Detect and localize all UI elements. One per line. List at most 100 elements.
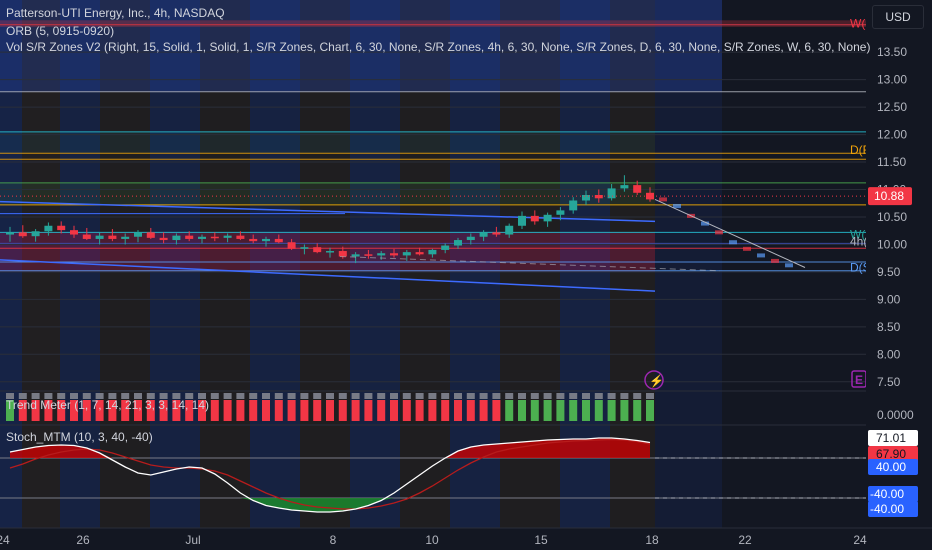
trend-meter-cap-41 <box>530 393 539 399</box>
weekly-res-zone <box>0 20 866 27</box>
trend-meter-bar-34 <box>441 400 450 421</box>
price-tick-5: 11.50 <box>877 155 906 169</box>
trend-meter-bar-2 <box>31 400 40 421</box>
projection-candle-7 <box>757 253 765 258</box>
trend-meter-bar-39 <box>505 400 514 421</box>
trend-meter-bar-11 <box>146 400 155 421</box>
candle-body-49 <box>633 185 642 193</box>
last-price-text: 10.88 <box>874 189 904 203</box>
trend-meter-cap-6 <box>82 393 91 399</box>
price-tick-7: 10.50 <box>877 210 907 224</box>
trend-meter-bar-37 <box>479 400 488 421</box>
trend-meter-cap-4 <box>57 393 66 399</box>
stoch-mtm-label[interactable]: Stoch_MTM (10, 3, 40, -40) <box>6 430 153 444</box>
candle-body-35 <box>454 240 462 246</box>
stoch-badge-text-4: -40.00 <box>870 502 904 516</box>
trend-meter-label[interactable]: Trend Meter (1, 7, 14, 21, 3, 3, 14, 14) <box>6 398 209 412</box>
stoch-badge-text-3: -40.00 <box>870 487 904 501</box>
trend-meter-cap-9 <box>121 393 130 399</box>
stoch-badge-1 <box>868 446 918 462</box>
currency-button[interactable]: USD <box>872 5 924 29</box>
candle-body-44 <box>569 200 578 211</box>
candle-body-20 <box>262 238 270 242</box>
projection-candle-3 <box>701 221 709 226</box>
trend-meter-cap-42 <box>543 393 552 399</box>
candle-body-40 <box>518 215 526 226</box>
candle-body-45 <box>582 195 590 201</box>
trend-meter-cap-17 <box>223 393 232 399</box>
candle-body-48 <box>620 185 629 189</box>
trend-meter-bar-14 <box>185 400 194 421</box>
trend-meter-cap-47 <box>607 393 616 399</box>
candle-body-11 <box>146 232 155 238</box>
stoch-oversold-fill <box>10 498 650 512</box>
candle-body-10 <box>134 232 142 237</box>
trend-meter-bar-29 <box>377 400 386 421</box>
candle-body-36 <box>466 236 475 241</box>
candle-body-5 <box>70 230 78 235</box>
trend-meter-cap-39 <box>505 393 514 399</box>
trend-meter-bar-48 <box>620 400 629 421</box>
trend-meter-cap-8 <box>108 393 117 399</box>
trend-meter-bar-28 <box>364 400 373 421</box>
time-tick-6: 18 <box>645 533 659 547</box>
price-tick-11: 8.50 <box>877 320 901 334</box>
candle-body-1 <box>18 232 27 237</box>
trend-meter-cap-28 <box>364 393 373 399</box>
trend-meter-bar-32 <box>415 400 424 421</box>
candle-body-0 <box>6 232 14 235</box>
price-tick-12: 8.00 <box>877 347 901 361</box>
trend-meter-cap-11 <box>146 393 155 399</box>
chart-title: Patterson-UTI Energy, Inc., 4h, NASDAQ <box>6 6 225 20</box>
session-band-0 <box>0 0 22 550</box>
trend-meter-bar-4 <box>57 400 66 421</box>
candle-body-38 <box>492 232 501 235</box>
vol-sr-indicator-label[interactable]: Vol S/R Zones V2 (Right, 15, Solid, 1, S… <box>6 40 871 54</box>
time-tick-7: 22 <box>738 533 752 547</box>
trend-meter-bar-24 <box>313 400 322 421</box>
trend-meter-bar-5 <box>70 400 78 421</box>
trend-meter-bar-50 <box>646 400 654 421</box>
stoch-badge-3 <box>868 486 918 502</box>
trend-meter-cap-22 <box>287 393 296 399</box>
trend-meter-cap-3 <box>44 393 53 399</box>
trend-meter-bar-45 <box>582 400 590 421</box>
trend-meter-bar-12 <box>159 400 168 421</box>
projection-candle-8 <box>771 258 779 263</box>
candle-body-47 <box>607 188 616 199</box>
trend-meter-bar-26 <box>338 400 347 421</box>
trend-meter-cap-7 <box>95 393 104 399</box>
earnings-event-glyph: E <box>855 373 863 387</box>
price-tick-10: 9.00 <box>877 292 901 306</box>
candle-body-14 <box>185 235 194 239</box>
candle-body-18 <box>236 235 245 239</box>
trend-meter-cap-12 <box>159 393 168 399</box>
trend-meter-bar-21 <box>274 400 283 421</box>
trend-meter-bar-19 <box>249 400 258 421</box>
trend-meter-cap-20 <box>262 393 270 399</box>
trend-meter-bar-49 <box>633 400 642 421</box>
trend-meter-bar-40 <box>518 400 526 421</box>
trend-meter-cap-30 <box>390 393 398 399</box>
candle-body-34 <box>441 245 450 250</box>
stoch-d-line <box>9 438 651 510</box>
trend-meter-bar-27 <box>351 400 360 421</box>
trend-meter-bar-25 <box>326 400 334 421</box>
trend-meter-cap-1 <box>18 393 27 399</box>
trend-meter-cap-40 <box>518 393 526 399</box>
candle-body-17 <box>223 235 232 238</box>
candle-body-29 <box>377 253 386 256</box>
trend-meter-cap-32 <box>415 393 424 399</box>
trend-meter-cap-31 <box>402 393 411 399</box>
upper-zone <box>0 0 722 92</box>
trend-meter-bar-43 <box>556 400 565 421</box>
time-tick-5: 15 <box>534 533 548 547</box>
trend-meter-bar-7 <box>95 400 104 421</box>
trend-meter-bar-31 <box>402 400 411 421</box>
candle-body-41 <box>530 215 539 222</box>
orb-indicator-label[interactable]: ORB (5, 0915-0920) <box>6 24 115 38</box>
candle-body-13 <box>172 235 181 241</box>
price-tick-8: 10.00 <box>877 237 907 251</box>
trend-meter-cap-21 <box>274 393 283 399</box>
